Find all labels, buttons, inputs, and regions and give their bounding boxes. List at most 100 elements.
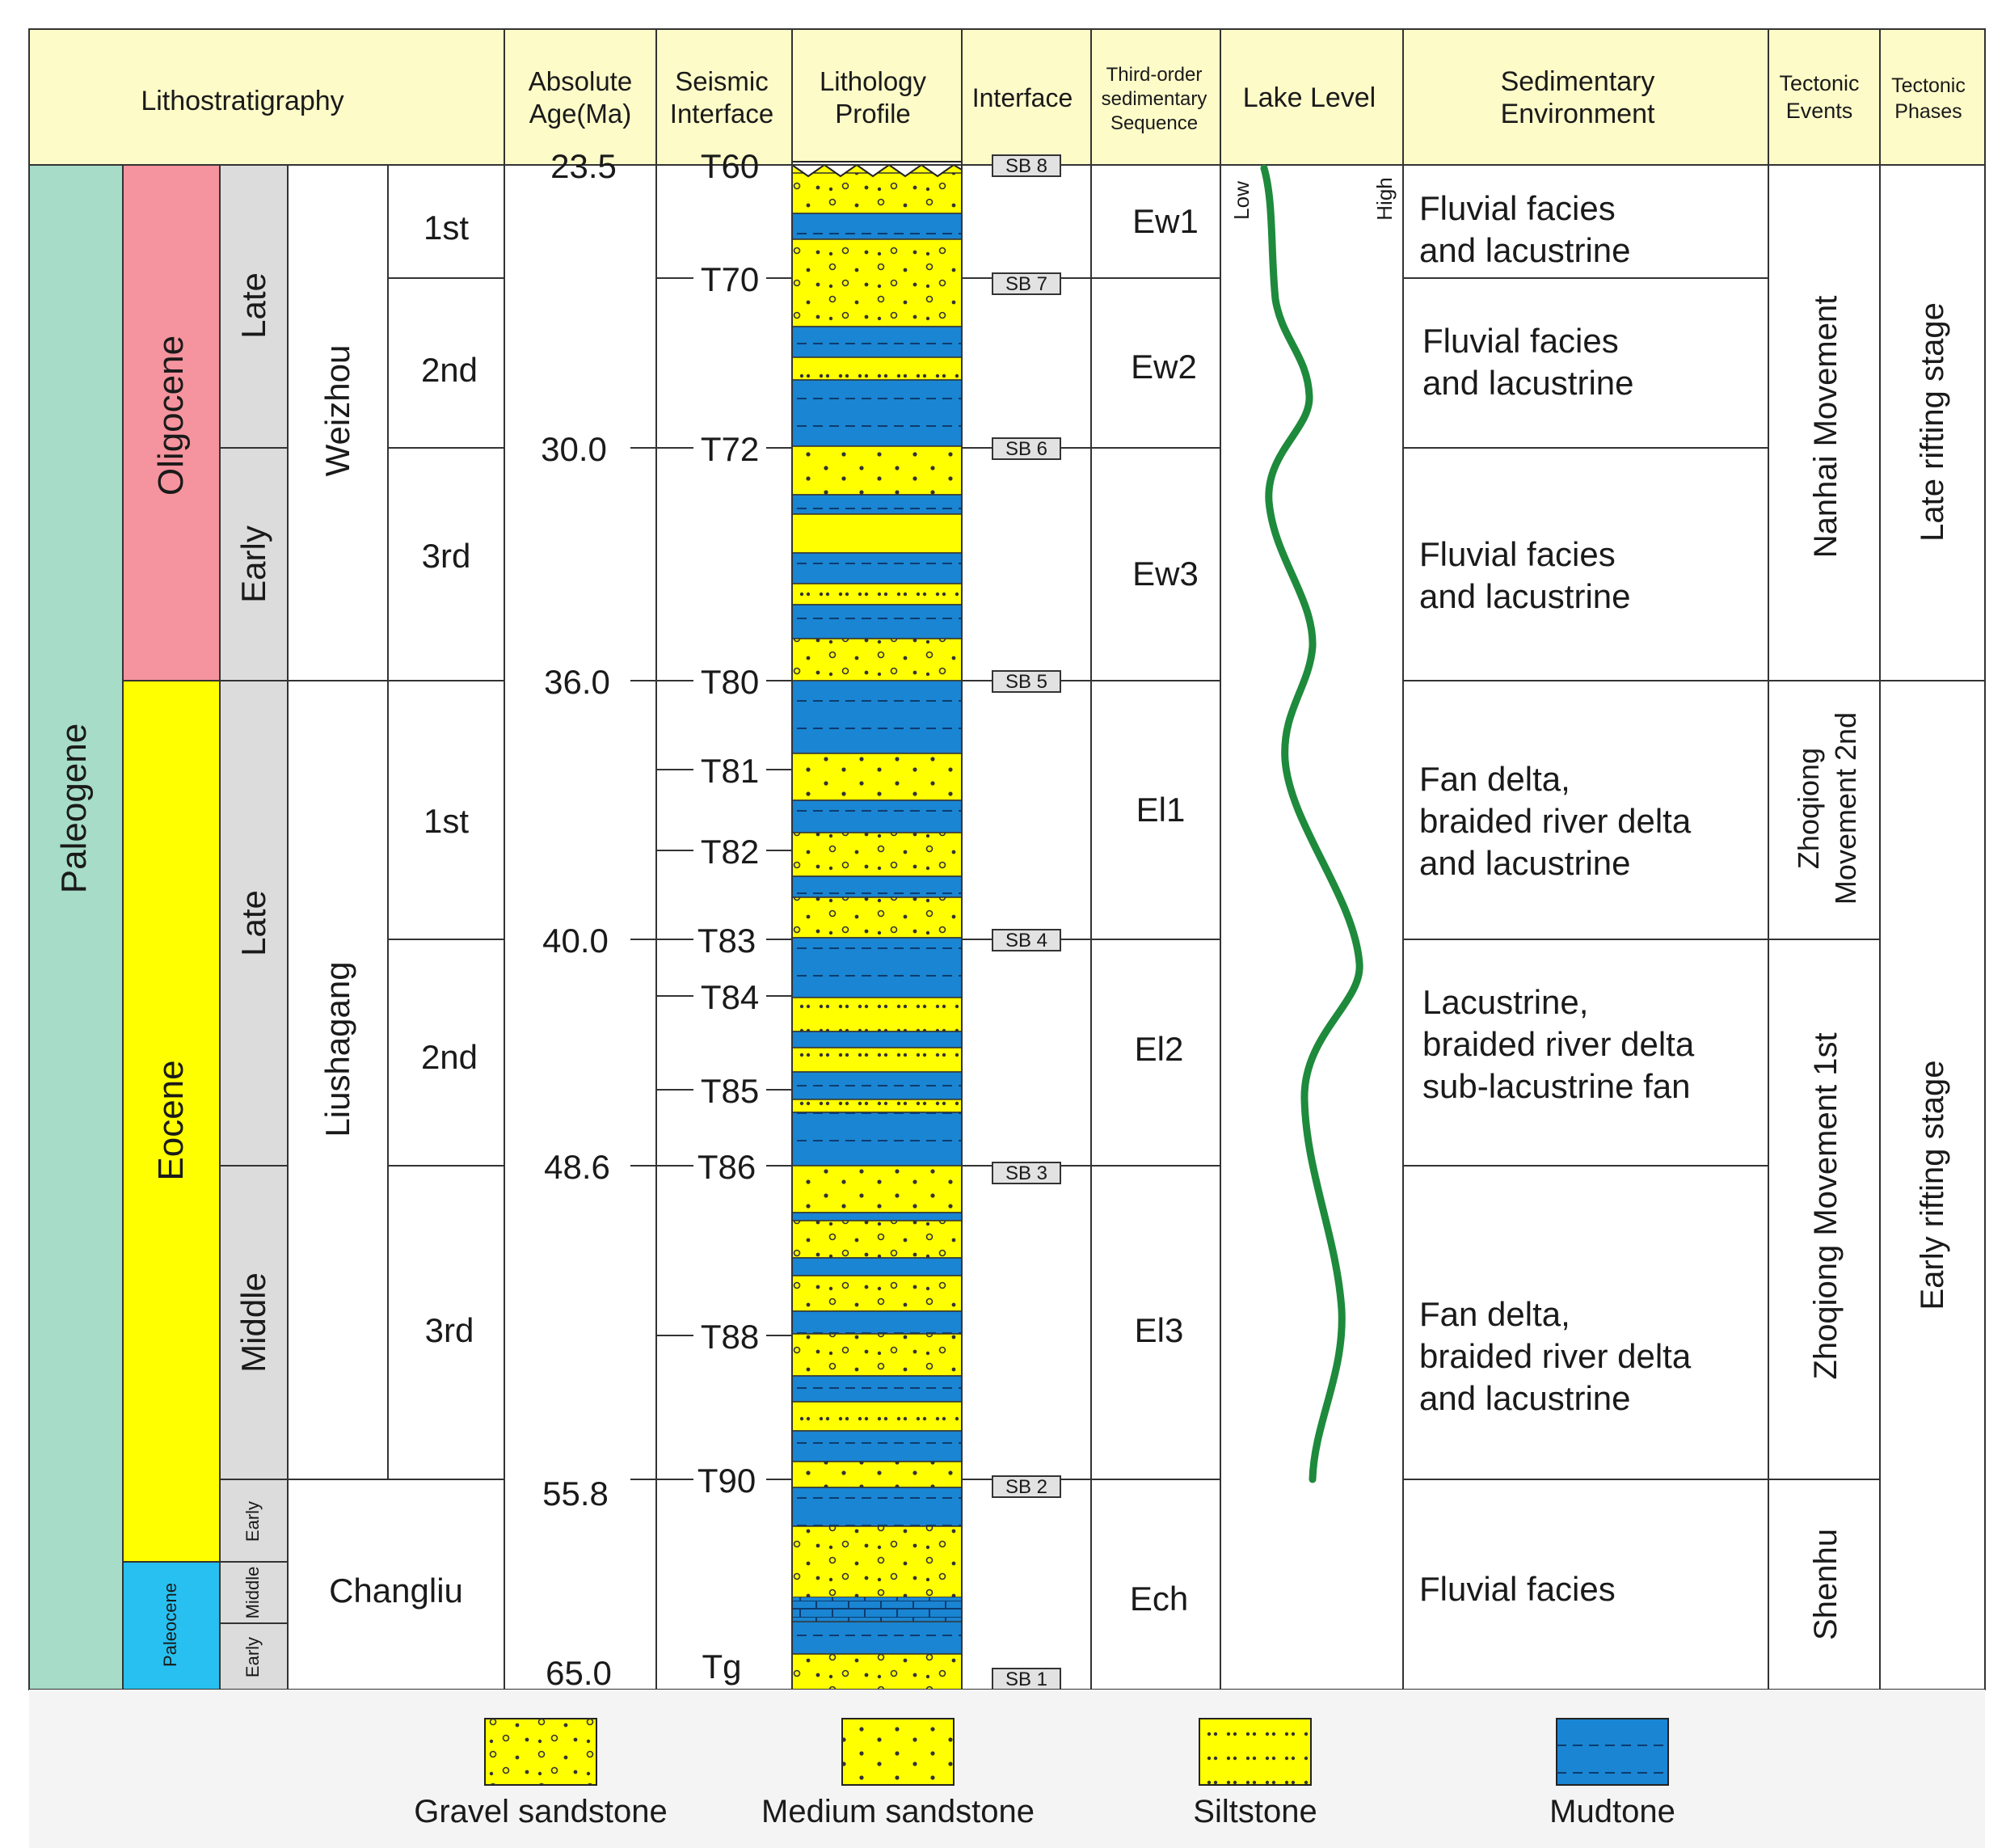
layer-pattern [792,800,962,833]
interface-badge: SB 7 [992,272,1061,295]
layer-pattern [792,1166,962,1213]
subseries-eocene-middle: Middle [234,1272,272,1373]
svg-text:SB 4: SB 4 [1005,930,1047,951]
environment-cell: Fluvial facies [1419,1570,1616,1608]
svg-text:Fluvial facies: Fluvial facies [1419,189,1616,227]
header-seismic-line2: Interface [670,99,773,129]
svg-text:SB 6: SB 6 [1005,438,1047,460]
formation-weizhou: Weizhou [318,345,356,477]
subseries-oligocene-early: Early [234,525,272,603]
seismic-label: T85 [701,1072,759,1110]
svg-text:Lacustrine,: Lacustrine, [1422,983,1588,1021]
header-lithology-line1: Lithology [820,66,927,96]
layer-pattern [792,1032,962,1048]
eocene-band [123,681,220,1562]
environment-cell: Fan delta, braided river delta and lacus… [1419,760,1692,882]
sandstone-layer [791,513,963,554]
sequence-label: Ech [1130,1580,1188,1618]
header-tectonic-events-line1: Tectonic [1779,71,1859,95]
formation-liushagang: Liushagang [318,961,356,1137]
member-weizhou-3rd: 3rd [422,537,471,575]
layer-pattern [792,1112,962,1166]
tectonic-event-shenhu: Shenhu [1808,1529,1844,1640]
series-oligocene-label: Oligocene [151,335,191,496]
svg-text:and lacustrine: and lacustrine [1419,231,1631,269]
svg-text:Fluvial facies: Fluvial facies [1422,322,1619,360]
layer-pattern [792,897,962,938]
svg-text:Fan delta,: Fan delta, [1419,760,1570,798]
layer-pattern [792,753,962,800]
layer-pattern [792,1276,962,1311]
age-label: 48.6 [544,1148,610,1186]
environment-cell: Fan delta, braided river delta and lacus… [1419,1295,1692,1417]
seismic-label: T88 [701,1318,759,1356]
header-sequence-line1: Third-order [1106,64,1203,86]
header-tectonic-phases-line2: Phases [1894,100,1962,123]
svg-text:SB 8: SB 8 [1005,155,1047,177]
layer-pattern [792,998,962,1032]
svg-text:and lacustrine: and lacustrine [1419,1379,1631,1417]
formation-changliu: Changliu [329,1572,463,1610]
seismic-label: T60 [701,147,759,185]
seismic-label: T86 [697,1148,756,1186]
layer-pattern [792,681,962,753]
layer-pattern [792,833,962,876]
layer-pattern [792,1072,962,1099]
header-lithology-line2: Profile [835,99,911,129]
layer-pattern [792,553,962,584]
layer-pattern [792,1311,962,1334]
seismic-label: T90 [697,1462,756,1500]
seismic-label: T83 [697,922,756,960]
svg-text:braided river delta: braided river delta [1419,802,1692,840]
member-liushagang-3rd: 3rd [425,1311,474,1349]
age-ticks [630,164,656,1480]
tectonic-phase-late: Late rifting stage [1915,302,1950,542]
layer-pattern [792,1402,962,1431]
interface-badge: SB 4 [992,929,1061,951]
interface-badge: SB 3 [992,1162,1061,1184]
legend-mud: Mudtone [1549,1718,1675,1829]
svg-text:Siltstone: Siltstone [1193,1794,1317,1829]
svg-text:SB 3: SB 3 [1005,1162,1047,1184]
tectonic-event-zhoqiong2-line1: Zhoqiong [1792,748,1825,869]
svg-text:Medium sandstone: Medium sandstone [761,1794,1035,1829]
series-eocene-label: Eocene [151,1060,191,1180]
svg-text:Fluvial facies: Fluvial facies [1419,1570,1616,1608]
subseries-eocene-late: Late [234,890,272,956]
member-liushagang-2nd: 2nd [421,1038,478,1076]
paleogene-band [29,165,123,1690]
seismic-connectors [656,164,792,1480]
seismic-label: T82 [701,833,759,871]
tectonic-event-zhoqiong1: Zhoqiong Movement 1st [1808,1032,1844,1379]
tectonic-event-nanhai: Nanhai Movement [1808,296,1844,559]
seismic-label: T81 [701,752,759,790]
layer-pattern [792,1376,962,1402]
layer-pattern [792,380,962,446]
svg-text:Fan delta,: Fan delta, [1419,1295,1570,1333]
environment-cell: Fluvial facies and lacustrine [1422,322,1634,402]
subseries-paleocene-middle: Middle [242,1567,263,1619]
layer-pattern [792,173,962,213]
subseries-band [220,165,288,1690]
layer-pattern [792,1213,962,1221]
layer-pattern [792,1526,962,1597]
tectonic-event-zhoqiong2-line2: Movement 2nd [1829,712,1862,905]
layer-pattern [792,327,962,357]
svg-text:Mudtone: Mudtone [1549,1794,1675,1829]
layer-pattern [792,938,962,998]
sequence-label: Ew2 [1131,348,1197,386]
age-label: 40.0 [542,922,609,960]
layer-pattern [792,1622,962,1654]
interface-badge: SB 8 [992,154,1061,177]
subseries-eocene-early: Early [242,1501,263,1542]
svg-text:braided river delta: braided river delta [1419,1337,1692,1375]
seismic-label: T70 [701,260,759,298]
legend-silt: Siltstone [1193,1718,1317,1829]
layer-pattern [792,1654,962,1690]
layer-pattern [792,239,962,327]
svg-text:SB 1: SB 1 [1005,1669,1047,1690]
member-weizhou-1st: 1st [424,209,469,247]
layer-pattern [792,1462,962,1487]
interface-badge: SB 2 [992,1475,1061,1498]
layer-pattern [792,584,962,605]
